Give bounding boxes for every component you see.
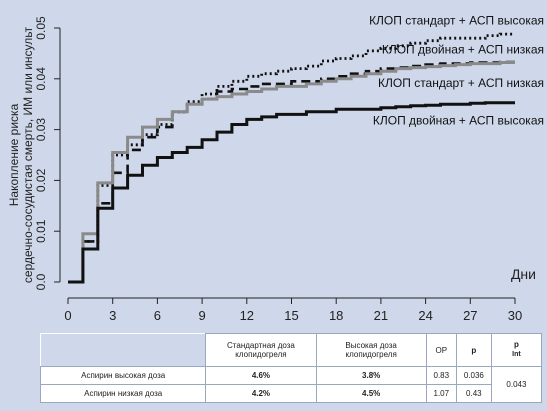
y-axis-title-line-2: сердечно-сосудистая смерть, ИМ или инсул… [21,26,35,283]
y-tick-label: 0.0 [34,273,48,290]
table-row-label: Аспирин низкая доза [39,384,207,403]
chart-axes [59,28,515,299]
x-tick-label: 27 [463,308,477,323]
table-cell-standard: 4.2% [205,384,317,403]
table-header-empty [40,333,206,367]
table-cell-hr: 1.07 [425,384,457,403]
chart-series-labels: КЛОП стандарт + АСП высокая КЛОП двойная … [369,13,544,127]
series-label-1: КЛОП двойная + АСП низкая [382,42,544,56]
y-tick-label: 0.05 [34,16,48,40]
x-tick-label: 24 [418,308,432,323]
table-header-high-dose: Высокая доза клопидогреля [315,333,427,367]
series-line-1 [68,60,515,284]
series-line-2 [68,61,515,284]
x-tick-label: 30 [508,308,522,323]
table-cell-p: 0.43 [455,384,492,403]
table-header-p-int: p Int [490,333,543,367]
series-label-3: КЛОП двойная + АСП высокая [373,113,544,127]
y-axis-title-line-1: Накопление риска [7,103,21,206]
x-tick-label: 0 [64,308,71,323]
table-cell-hr: 0.83 [425,366,457,385]
table-cell-standard: 4.6% [205,366,317,385]
table-row: Аспирин низкая доза 4.2% 4.5% 1.07 0.43 [39,384,542,403]
x-tick-label: 3 [109,308,116,323]
x-tick-label: 21 [374,308,388,323]
table-cell-p-int: 0.043 [490,366,543,403]
x-tick-label: 15 [284,308,298,323]
summary-table: Стандартная доза клопидогреля Высокая до… [39,333,543,403]
x-tick-label: 6 [154,308,161,323]
p-int-header-part: p [513,340,519,349]
p-int-header-part: Int [512,351,521,358]
chart-axis-titles: Дни Накопление риска сердечно-сосудистая с… [7,26,536,283]
y-tick-label: 0.03 [34,118,48,142]
y-tick-label: 0.01 [34,219,48,243]
y-tick-label: 0.04 [34,67,48,91]
table-header-row: Стандартная доза клопидогреля Высокая до… [40,333,543,367]
table-header-p: p [455,333,492,367]
table-cell-high: 4.5% [315,384,427,403]
table-cell-p: 0.036 [455,366,492,385]
x-tick-label: 9 [198,308,205,323]
summary-table-container: Стандартная доза клопидогреля Высокая до… [39,333,543,403]
table-header-standard-dose: Стандартная доза клопидогреля [205,333,317,367]
chart-series [68,32,515,284]
series-line-3 [68,101,515,284]
chart-ticks: 0.0 0.01 0.02 0.03 0.04 0.05 0 3 6 9 12 15 18 21 24 27 3… [34,16,522,323]
table-row-label: Аспирин высокая доза [39,366,207,385]
table-cell-high: 3.8% [315,366,427,385]
x-tick-label: 12 [240,308,254,323]
x-axis-title: Дни [511,266,536,282]
table-header-hr: ОР [425,333,457,367]
series-label-0: КЛОП стандарт + АСП высокая [369,13,544,27]
y-tick-label: 0.02 [34,168,48,192]
kaplan-meier-chart: 0.0 0.01 0.02 0.03 0.04 0.05 0 3 6 9 12 15 18 21 24 27 3… [7,13,544,323]
series-label-2: КЛОП стандарт + АСП низкая [378,76,544,90]
table-row: Аспирин высокая доза 4.6% 3.8% 0.83 0.03… [39,366,543,403]
x-tick-label: 18 [329,308,343,323]
series-line-0 [68,32,515,284]
